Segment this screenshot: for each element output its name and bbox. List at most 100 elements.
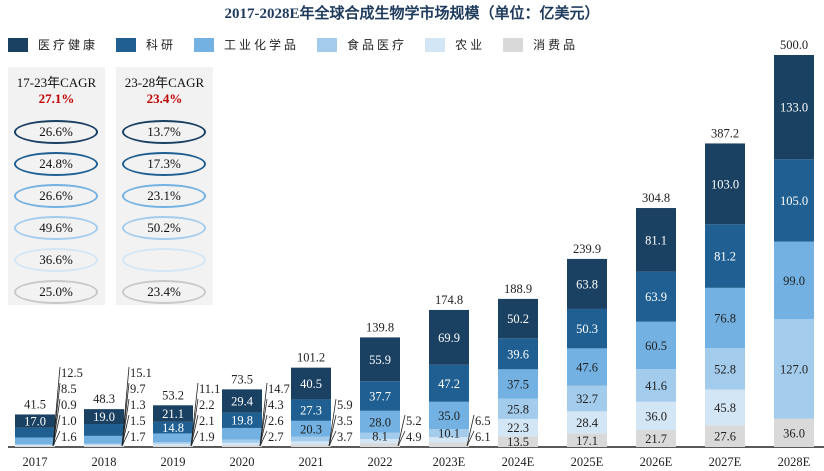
data-label: 21.1 xyxy=(162,407,184,421)
bar-segment xyxy=(429,437,469,443)
x-tick-label: 2020 xyxy=(230,455,255,469)
leader-line xyxy=(259,382,268,447)
leader-line xyxy=(121,430,130,447)
legend-label: 食品医疗 xyxy=(347,38,408,52)
data-label: 45.8 xyxy=(714,401,736,415)
cagr-value: 26.6% xyxy=(14,184,98,208)
data-label: 3.7 xyxy=(337,430,353,444)
data-label: 1.3 xyxy=(130,398,146,412)
data-label: 10.1 xyxy=(438,427,460,441)
data-label: 4.9 xyxy=(406,430,422,444)
bar-segment xyxy=(222,442,262,445)
data-label: 35.0 xyxy=(438,409,460,423)
legend-swatch xyxy=(317,37,338,52)
data-label: 47.2 xyxy=(438,377,460,391)
x-tick-label: 2025E xyxy=(571,455,604,469)
data-label: 8.1 xyxy=(372,429,388,443)
bar-segment xyxy=(153,433,193,443)
data-label: 22.3 xyxy=(507,421,529,435)
bar-segment xyxy=(15,414,55,428)
legend-swatch xyxy=(503,37,524,52)
bar-segment xyxy=(429,429,469,438)
total-label: 53.2 xyxy=(162,388,184,402)
data-label: 6.1 xyxy=(475,430,491,444)
total-label: 304.8 xyxy=(642,191,670,205)
bar-segment xyxy=(636,401,676,430)
cagr-value xyxy=(122,248,206,272)
data-label: 14.7 xyxy=(268,382,290,396)
data-label: 37.7 xyxy=(369,390,391,404)
legend-swatch xyxy=(194,37,215,52)
data-label: 3.5 xyxy=(337,414,353,428)
bar-segment xyxy=(222,427,262,440)
data-label: 50.3 xyxy=(576,322,598,336)
cagr-value: 36.6% xyxy=(14,248,98,272)
legend-label: 科研 xyxy=(146,38,177,52)
data-label: 32.7 xyxy=(576,392,598,406)
data-label: 28.4 xyxy=(576,416,599,430)
data-label: 40.5 xyxy=(300,377,322,391)
bar-segment xyxy=(567,411,607,434)
legend-item: 科研 xyxy=(116,36,176,53)
bar-segment xyxy=(153,421,193,434)
bar-segment xyxy=(291,367,331,400)
x-tick-label: 2028E xyxy=(778,455,811,469)
bar-segment xyxy=(498,398,538,419)
leader-line xyxy=(259,430,268,447)
x-tick-label: 2022 xyxy=(368,455,393,469)
legend-swatch xyxy=(116,37,137,52)
bar-segment xyxy=(636,271,676,322)
data-label: 47.6 xyxy=(576,361,598,375)
data-label: 99.0 xyxy=(783,274,805,288)
data-label: 2.1 xyxy=(199,414,215,428)
cagr-panel-2017-2023: 17-23年CAGR 27.1% 26.6% 24.8% 26.6% 49.6% 36.… xyxy=(8,67,105,305)
data-label: 69.9 xyxy=(438,331,460,345)
leader-line xyxy=(52,430,61,447)
bar-segment xyxy=(567,385,607,412)
data-label: 76.8 xyxy=(714,311,736,325)
bar-segment xyxy=(15,437,55,445)
bar-segment xyxy=(291,444,331,447)
data-label: 2.6 xyxy=(268,414,284,428)
bar-segment xyxy=(291,436,331,442)
data-label: 25.8 xyxy=(507,402,529,416)
bar-segment xyxy=(774,241,814,320)
chart-title: 2017-2028E年全球合成生物学市场规模（单位：亿美元） xyxy=(224,6,600,22)
legend-label: 医疗健康 xyxy=(38,38,99,52)
x-tick-label: 2026E xyxy=(640,455,673,469)
data-label: 1.9 xyxy=(199,430,215,444)
legend-swatch xyxy=(425,37,446,52)
cagr-total: 27.1% xyxy=(38,91,75,106)
x-tick-label: 2024E xyxy=(502,455,535,469)
bar-segment xyxy=(291,441,331,445)
data-label: 1.5 xyxy=(130,414,146,428)
cagr-value: 50.2% xyxy=(122,216,206,240)
leader-line xyxy=(190,382,199,447)
data-label: 2.2 xyxy=(199,398,215,412)
bar-segment xyxy=(222,439,262,443)
data-label: 133.0 xyxy=(780,101,808,115)
bar-segment xyxy=(429,442,469,447)
data-label: 21.7 xyxy=(645,432,667,446)
bar-segment xyxy=(360,337,400,382)
data-label: 9.7 xyxy=(130,382,146,396)
leader-line xyxy=(397,430,406,447)
data-label: 1.0 xyxy=(61,414,77,428)
data-label: 1.6 xyxy=(61,430,77,444)
bar-segment xyxy=(636,369,676,402)
bar-segment xyxy=(774,418,814,447)
bar-segment xyxy=(360,381,400,411)
data-label: 50.2 xyxy=(507,312,529,326)
data-label: 127.0 xyxy=(780,362,808,376)
bar-segment xyxy=(705,224,745,288)
cagr-value: 17.3% xyxy=(122,152,206,176)
data-label: 17.0 xyxy=(24,415,46,429)
data-label: 19.0 xyxy=(93,410,115,424)
bar-segment xyxy=(15,445,55,447)
bar-segment xyxy=(222,444,262,447)
bar-segment xyxy=(84,445,124,447)
data-label: 12.5 xyxy=(61,366,83,380)
total-label: 500.0 xyxy=(780,38,808,52)
bar-segment xyxy=(291,420,331,437)
total-label: 41.5 xyxy=(24,397,46,411)
